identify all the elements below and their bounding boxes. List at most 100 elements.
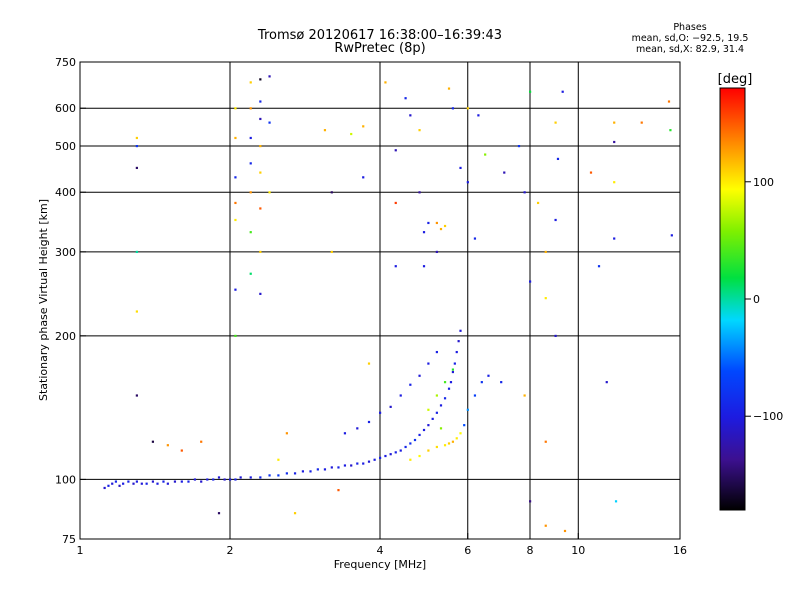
data-point xyxy=(418,374,421,377)
data-point xyxy=(259,292,262,295)
data-point xyxy=(343,464,347,467)
data-point xyxy=(451,440,455,443)
data-point xyxy=(259,144,262,148)
data-point xyxy=(605,381,608,384)
data-point xyxy=(367,420,371,424)
data-point xyxy=(217,512,221,515)
y-tick-label: 75 xyxy=(62,533,76,546)
data-point xyxy=(166,482,169,485)
data-point xyxy=(249,81,252,84)
data-point xyxy=(259,78,262,81)
data-point xyxy=(135,250,138,254)
data-point xyxy=(193,478,197,481)
data-point xyxy=(500,381,503,384)
data-point xyxy=(156,482,159,485)
data-point xyxy=(103,486,106,490)
data-point xyxy=(180,449,183,452)
data-point xyxy=(249,136,252,140)
data-point xyxy=(451,370,455,374)
data-point xyxy=(234,218,237,222)
data-point xyxy=(384,81,387,84)
data-point xyxy=(200,480,203,483)
y-tick-label: 750 xyxy=(55,56,76,69)
data-point xyxy=(166,444,169,447)
data-point xyxy=(523,394,526,397)
data-point xyxy=(277,474,280,477)
y-tick-label: 600 xyxy=(55,102,76,115)
data-point xyxy=(259,100,262,103)
data-point xyxy=(523,191,526,194)
data-point xyxy=(362,176,365,179)
data-point xyxy=(212,478,215,481)
data-point xyxy=(670,234,673,237)
colorbar-label: [deg] xyxy=(718,72,753,87)
data-point xyxy=(367,362,371,365)
x-tick-label: 2 xyxy=(227,544,234,557)
data-point xyxy=(597,265,601,268)
data-point xyxy=(151,480,155,483)
data-point xyxy=(517,144,521,148)
x-tick-label: 4 xyxy=(377,544,384,557)
data-point xyxy=(127,480,130,483)
data-point xyxy=(337,489,340,492)
y-axis-label: Stationary phase Virtual Height [km] xyxy=(37,199,50,401)
data-point xyxy=(135,166,138,170)
data-point xyxy=(384,454,387,458)
data-point xyxy=(259,250,262,254)
data-point xyxy=(268,75,271,78)
data-point xyxy=(234,176,237,179)
data-point xyxy=(118,484,121,487)
data-point xyxy=(173,480,177,483)
data-point xyxy=(544,440,547,443)
data-point xyxy=(427,449,430,452)
data-point xyxy=(394,201,397,205)
data-point xyxy=(151,440,155,443)
data-point xyxy=(435,250,438,254)
data-point xyxy=(409,458,412,461)
data-point xyxy=(135,144,138,148)
colorbar xyxy=(719,87,746,511)
data-point xyxy=(217,476,221,479)
data-point xyxy=(536,201,540,205)
data-point xyxy=(187,480,190,483)
y-tick-label: 100 xyxy=(55,473,76,486)
data-point xyxy=(427,362,430,365)
data-point xyxy=(613,237,616,240)
data-point xyxy=(200,440,203,443)
data-point xyxy=(443,381,447,384)
data-point xyxy=(259,171,262,174)
data-point xyxy=(409,442,412,445)
data-point xyxy=(356,427,359,430)
data-point xyxy=(111,482,114,485)
phases-heading: Phases xyxy=(673,22,707,33)
data-point xyxy=(529,500,532,503)
phases-x-stats: mean, sd,X: 82.9, 31.4 xyxy=(635,44,745,55)
data-point xyxy=(394,451,397,454)
data-point xyxy=(107,484,110,487)
data-point xyxy=(427,424,430,427)
data-point xyxy=(135,136,138,140)
data-point xyxy=(285,432,288,435)
data-point xyxy=(145,482,148,485)
data-point xyxy=(234,107,237,110)
data-point xyxy=(614,500,618,503)
data-point xyxy=(285,472,288,475)
data-point xyxy=(667,100,671,103)
data-point xyxy=(484,153,487,156)
data-point xyxy=(229,478,232,481)
data-point xyxy=(554,334,557,338)
data-point xyxy=(554,121,557,124)
data-point xyxy=(544,250,547,254)
y-tick-label: 200 xyxy=(55,330,76,343)
x-axis-label: Frequency [MHz] xyxy=(334,558,426,571)
data-point xyxy=(135,394,138,397)
data-point xyxy=(473,237,477,240)
data-point xyxy=(544,297,547,300)
data-point xyxy=(234,478,237,481)
data-point xyxy=(323,129,327,132)
data-point xyxy=(529,280,532,283)
data-point xyxy=(640,121,643,124)
data-point xyxy=(418,129,421,132)
